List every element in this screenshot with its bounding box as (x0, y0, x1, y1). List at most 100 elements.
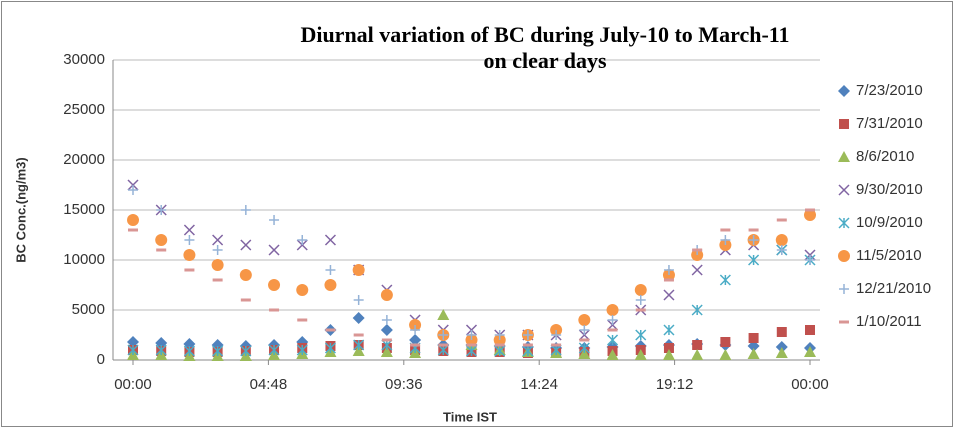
legend-label: 11/5/2010 (856, 247, 922, 264)
point (155, 234, 168, 246)
legend-marker (838, 217, 850, 229)
point (268, 244, 280, 256)
legend-label: 12/21/2010 (856, 280, 932, 297)
x-axis-label: Time IST (443, 409, 497, 424)
y-tick-label: 20000 (63, 151, 105, 168)
point (578, 342, 590, 354)
point (212, 345, 224, 357)
point (578, 314, 591, 326)
point (268, 344, 280, 356)
point (839, 119, 849, 129)
point (839, 284, 849, 294)
legend-label: 1/10/2011 (856, 313, 922, 330)
point (634, 284, 647, 296)
point (324, 342, 336, 354)
point (183, 249, 196, 261)
point (466, 330, 477, 340)
point (522, 330, 533, 340)
point (184, 235, 195, 245)
point (606, 304, 619, 316)
point (183, 224, 195, 236)
point (719, 274, 731, 286)
legend-item: 9/30/2010 (836, 181, 954, 214)
y-tick-label: 30000 (63, 51, 105, 68)
point (352, 345, 365, 356)
x-tick-label: 00:00 (791, 376, 829, 393)
point (691, 349, 704, 360)
point (128, 185, 138, 195)
y-tick-label: 0 (97, 351, 105, 368)
legend-item: 11/5/2010 (836, 247, 954, 280)
point (297, 235, 308, 245)
point (239, 269, 252, 281)
point (127, 214, 139, 226)
point (805, 255, 815, 265)
point (720, 337, 731, 347)
x-tick-label: 04:48 (250, 376, 288, 393)
point (437, 309, 450, 320)
point (607, 315, 618, 325)
point (838, 151, 850, 162)
point (352, 312, 365, 324)
legend-item: 10/9/2010 (836, 214, 954, 247)
y-tick-label: 5000 (72, 301, 105, 318)
point (606, 349, 619, 360)
point (748, 333, 759, 343)
point (240, 205, 251, 215)
legend-marker (838, 184, 850, 196)
legend-marker (838, 85, 850, 97)
point (240, 239, 252, 251)
point (748, 254, 760, 266)
point (269, 215, 280, 225)
legend: 7/23/2010 7/31/2010 8/6/2010 9/30/2010 10/9/… (836, 82, 954, 346)
point (776, 245, 787, 255)
point (838, 217, 850, 229)
point (296, 344, 308, 356)
point (380, 346, 393, 357)
legend-marker (839, 119, 849, 129)
point (691, 264, 703, 276)
point (748, 235, 759, 245)
point (663, 265, 674, 275)
legend-label: 9/30/2010 (856, 181, 923, 198)
point (409, 334, 422, 346)
legend-label: 10/9/2010 (856, 214, 923, 231)
point (838, 250, 850, 262)
x-tick-label: 19:12 (656, 376, 694, 393)
legend-item: 8/6/2010 (836, 148, 954, 181)
point (607, 334, 619, 346)
point (634, 349, 647, 360)
series (128, 185, 815, 340)
point (380, 324, 393, 336)
point (579, 325, 590, 335)
point (550, 344, 562, 356)
point (381, 339, 393, 351)
point (325, 265, 336, 275)
point (240, 345, 252, 357)
legend-item: 7/31/2010 (836, 115, 954, 148)
series (127, 209, 816, 346)
point (663, 324, 675, 336)
legend-item: 7/23/2010 (836, 82, 954, 115)
point (522, 345, 534, 357)
point (775, 234, 788, 246)
point (353, 339, 365, 351)
y-tick-label: 25000 (63, 101, 105, 118)
point (838, 85, 850, 97)
point (663, 289, 675, 301)
legend-label: 7/23/2010 (856, 82, 923, 99)
legend-label: 8/6/2010 (856, 148, 915, 165)
point (747, 348, 760, 359)
point (381, 315, 392, 325)
point (410, 325, 421, 335)
x-tick-label: 14:24 (520, 376, 558, 393)
point (155, 344, 167, 356)
point (211, 259, 224, 271)
point (662, 349, 675, 360)
legend-marker (838, 151, 850, 162)
legend-marker (838, 250, 850, 262)
point (691, 304, 703, 316)
series (128, 208, 815, 347)
